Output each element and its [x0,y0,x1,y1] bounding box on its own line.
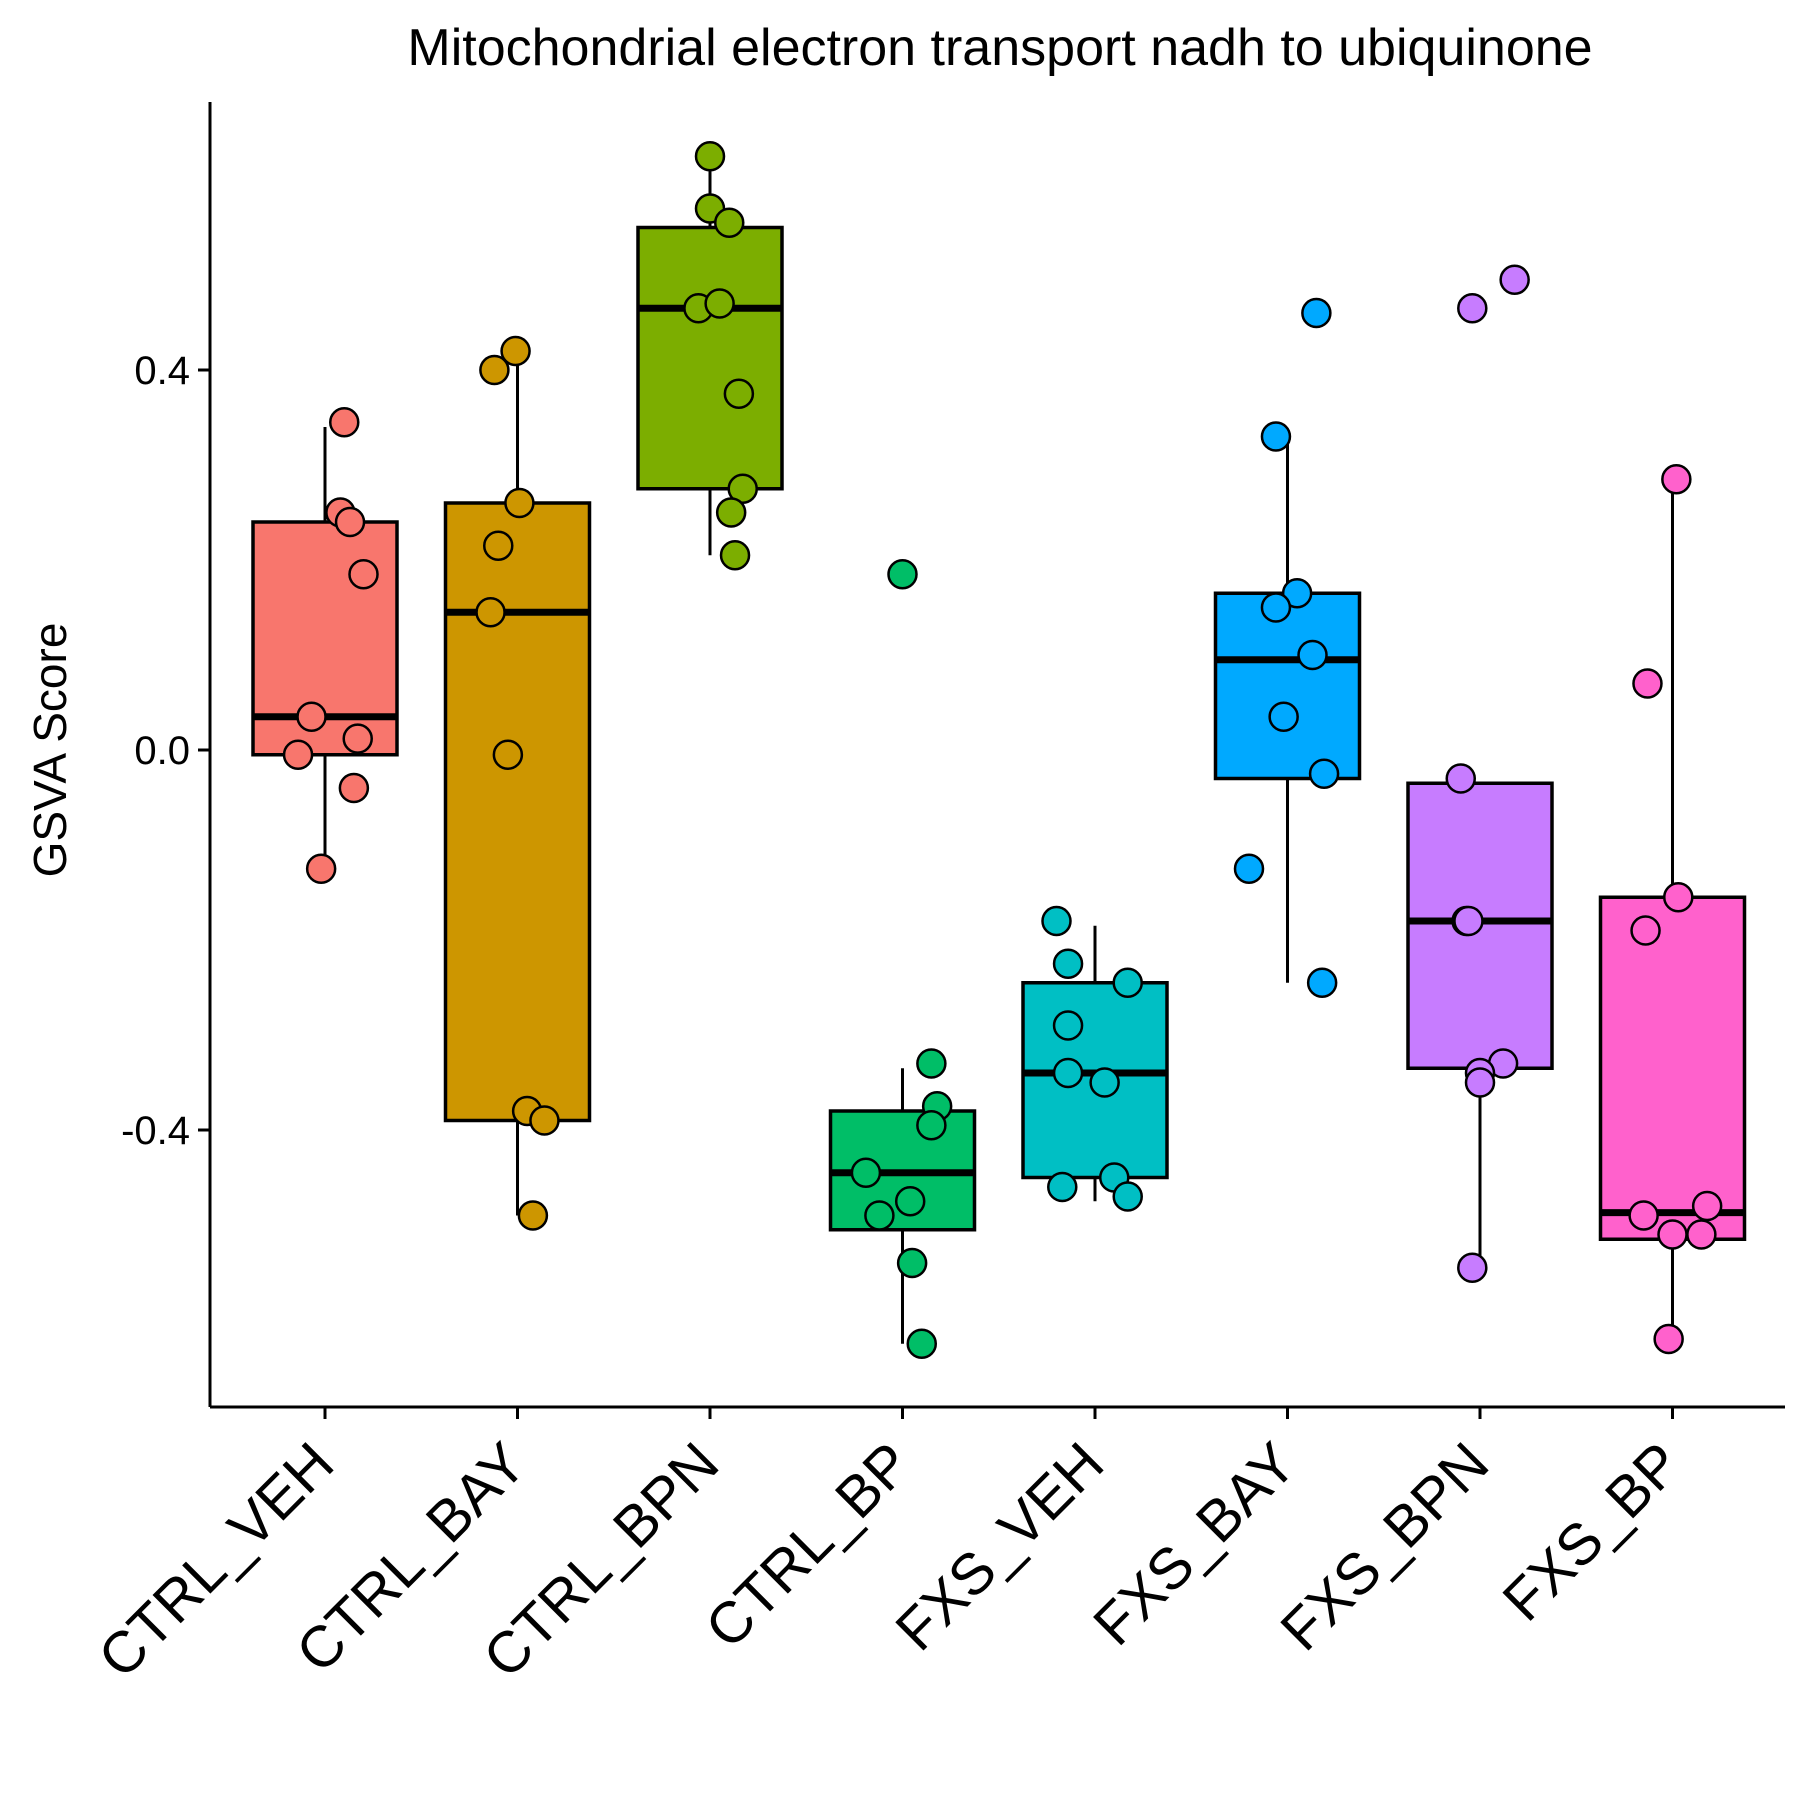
data-point [1047,1171,1078,1203]
data-point [1686,1219,1717,1250]
data-point [1628,1200,1659,1231]
chart-title: Mitochondrial electron transport nadh to… [407,19,1592,77]
data-point [1661,464,1692,495]
data-point [483,530,514,561]
data-point [504,487,535,519]
data-point [1453,905,1484,937]
plot-area: -0.40.00.4CTRL_VEHCTRL_BAYCTRL_BPNCTRL_B… [86,102,1785,1690]
data-point [517,1200,549,1231]
data-point [1691,1190,1723,1222]
data-point [305,853,337,884]
data-point [1268,701,1299,732]
y-tick-label: -0.4 [121,1109,190,1153]
data-point [1052,948,1084,979]
data-point [1445,763,1476,794]
data-point [916,1110,947,1141]
data-point [906,1328,937,1359]
x-tick-label: FXS_BP [1490,1430,1693,1633]
data-point [1281,578,1313,609]
data-point [1457,1252,1488,1283]
data-point [334,506,366,538]
data-point [1457,293,1488,324]
data-point [916,1048,947,1079]
data-point [723,378,755,409]
data-point [1112,1181,1143,1212]
data-point [694,141,726,172]
data-point [850,1157,882,1188]
data-point [714,207,745,238]
data-point [329,407,360,438]
data-point [348,559,379,590]
data-point [1464,1067,1496,1098]
y-tick-label: 0.4 [134,349,190,393]
x-tick-label: FXS_BPN [1268,1430,1501,1663]
data-point [1041,905,1072,937]
data-point [896,1247,928,1279]
data-point [1052,1057,1084,1089]
data-point [894,1186,926,1217]
x-tick-label: CTRL_BP [693,1430,924,1661]
data-point [1499,264,1530,295]
data-point [1297,639,1328,671]
box-ctrl-bay [443,501,592,1123]
data-point [338,772,370,804]
data-point [1089,1067,1120,1098]
data-point [1301,297,1332,329]
data-point [715,497,747,528]
data-point [500,335,531,367]
data-point [1630,915,1661,946]
data-point [1052,1010,1084,1041]
box-ctrl-bpn [636,225,784,491]
box-fxs-bp [1598,895,1747,1241]
data-point [1306,967,1338,998]
data-point [704,288,735,319]
data-point [479,354,510,386]
data-point [1308,758,1340,789]
data-point [342,723,373,754]
data-point [1260,421,1292,452]
data-point [719,540,751,571]
data-point [492,739,524,770]
data-point [887,559,918,590]
data-point [296,701,327,732]
data-point [1657,1219,1688,1250]
x-tick-label: FXS_VEH [883,1430,1116,1663]
data-point [529,1105,560,1136]
data-point [282,739,314,770]
data-point [1112,967,1143,998]
box-fxs-bay [1213,591,1362,781]
y-tick-label: 0.0 [134,729,190,773]
data-point [1260,592,1292,623]
data-point [1663,882,1694,913]
data-point [1632,668,1663,699]
data-point [475,597,506,628]
data-point [1233,853,1265,884]
data-point [864,1200,895,1231]
y-axis-label: GSVA Score [24,623,76,878]
data-point [1653,1323,1684,1355]
